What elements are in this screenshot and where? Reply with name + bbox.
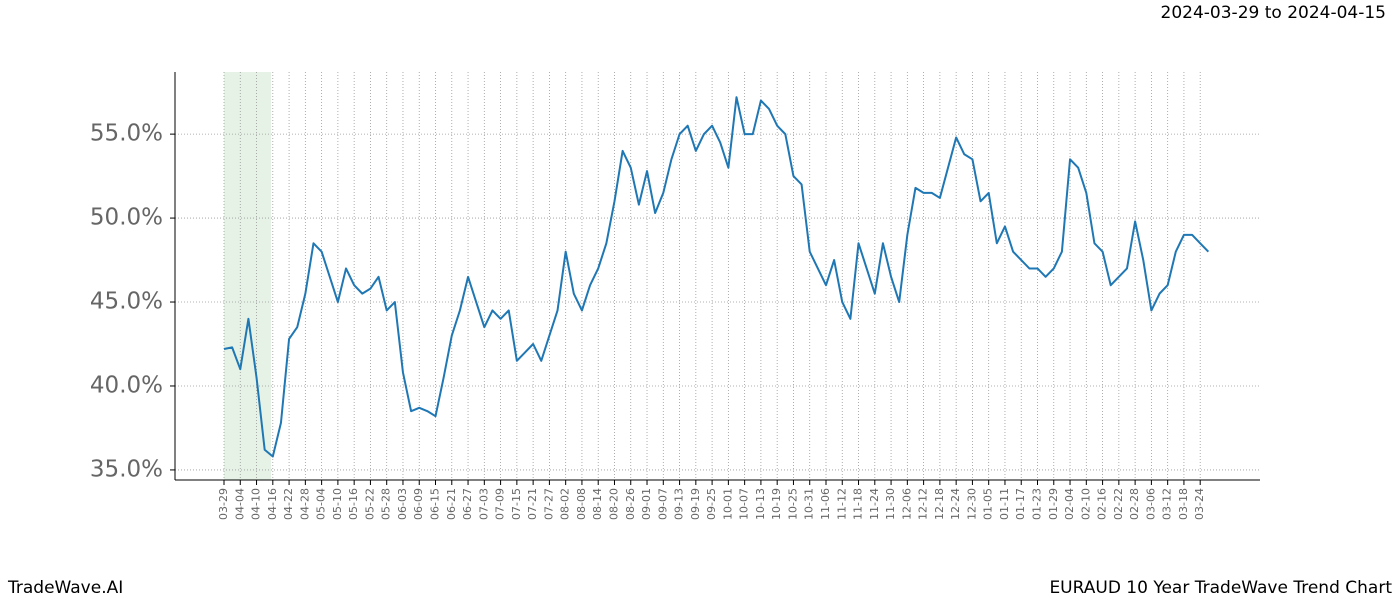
grid	[175, 72, 1260, 480]
highlight-span	[224, 72, 271, 480]
x-tick-label: 02-22	[1112, 488, 1125, 520]
x-tick-label: 10-19	[770, 488, 783, 520]
x-tick-label: 07-09	[494, 488, 507, 520]
x-tick-label: 09-07	[656, 488, 669, 520]
x-tick-label: 05-10	[331, 488, 344, 520]
x-tick-label: 04-04	[233, 488, 246, 520]
x-tick-label: 01-29	[1047, 488, 1060, 520]
x-tick-label: 09-19	[689, 488, 702, 520]
x-tick-label: 12-12	[917, 488, 930, 520]
x-tick-label: 04-10	[250, 488, 263, 520]
y-tick-label: 35.0%	[90, 456, 163, 482]
x-tick-label: 12-18	[933, 488, 946, 520]
x-tick-label: 05-28	[380, 488, 393, 520]
x-tick-label: 06-09	[412, 488, 425, 520]
x-tick-label: 09-13	[673, 488, 686, 520]
x-tick-label: 02-28	[1128, 488, 1141, 520]
y-tick-label: 40.0%	[90, 372, 163, 398]
x-tick-label: 05-22	[363, 488, 376, 520]
x-tick-label: 12-24	[949, 488, 962, 520]
x-tick-label: 02-10	[1079, 488, 1092, 520]
plot	[223, 96, 1210, 458]
x-tick-label: 08-14	[591, 488, 604, 520]
x-tick-label: 05-04	[315, 488, 328, 520]
x-tick-label: 07-21	[526, 488, 539, 520]
x-tick-label: 10-07	[738, 488, 751, 520]
x-tick-label: 01-05	[982, 488, 995, 520]
x-tick-label: 06-15	[429, 488, 442, 520]
x-tick-label: 10-13	[754, 488, 767, 520]
x-tick-label: 02-04	[1063, 488, 1076, 520]
x-tick-label: 06-03	[396, 488, 409, 520]
y-tick-label: 50.0%	[90, 205, 163, 231]
x-tick-label: 03-18	[1177, 488, 1190, 520]
x-tick-label: 08-20	[607, 488, 620, 520]
x-tick-label: 01-17	[1014, 488, 1027, 520]
x-tick-label: 12-30	[965, 488, 978, 520]
x-tick-label: 09-25	[705, 488, 718, 520]
x-tick-label: 01-11	[998, 488, 1011, 520]
y-tick-label: 45.0%	[90, 289, 163, 315]
brand: TradeWave.AI	[7, 578, 123, 598]
x-tick-label: 11-30	[884, 488, 897, 520]
x-tick-label: 09-01	[640, 488, 653, 520]
x-tick-label: 08-02	[559, 488, 572, 520]
x-tick-label: 07-15	[510, 488, 523, 520]
x-tick-label: 11-18	[852, 488, 865, 520]
x-tick-label: 05-16	[347, 488, 360, 520]
x-tick-label: 04-22	[282, 488, 295, 520]
x-tick-label: 12-06	[900, 488, 913, 520]
x-tick-label: 10-25	[786, 488, 799, 520]
x-tick-label: 10-31	[803, 488, 816, 520]
x-tick-label: 04-28	[298, 488, 311, 520]
date-range: 2024-03-29 to 2024-04-15	[1161, 3, 1386, 23]
x-tick-label: 03-06	[1144, 488, 1157, 520]
trend-line	[223, 96, 1210, 458]
chart-title: EURAUD 10 Year TradeWave Trend Chart	[1049, 578, 1392, 598]
x-tick-label: 03-24	[1193, 488, 1206, 520]
x-tick-label: 02-16	[1096, 488, 1109, 520]
x-tick-label: 11-12	[835, 488, 848, 520]
x-tick-label: 06-27	[461, 488, 474, 520]
x-tick-label: 07-03	[477, 488, 490, 520]
y-tick-label: 55.0%	[90, 121, 163, 147]
x-tick-label: 08-08	[575, 488, 588, 520]
x-tick-label: 03-12	[1161, 488, 1174, 520]
x-tick-label: 06-21	[445, 488, 458, 520]
x-tick-label: 07-27	[542, 488, 555, 520]
x-tick-label: 03-29	[217, 488, 230, 520]
x-tick-label: 11-24	[868, 488, 881, 520]
x-tick-label: 11-06	[819, 488, 832, 520]
x-tick-label: 04-16	[266, 488, 279, 520]
x-tick-label: 08-26	[624, 488, 637, 520]
x-tick-label: 10-01	[721, 488, 734, 520]
x-tick-label: 01-23	[1031, 488, 1044, 520]
